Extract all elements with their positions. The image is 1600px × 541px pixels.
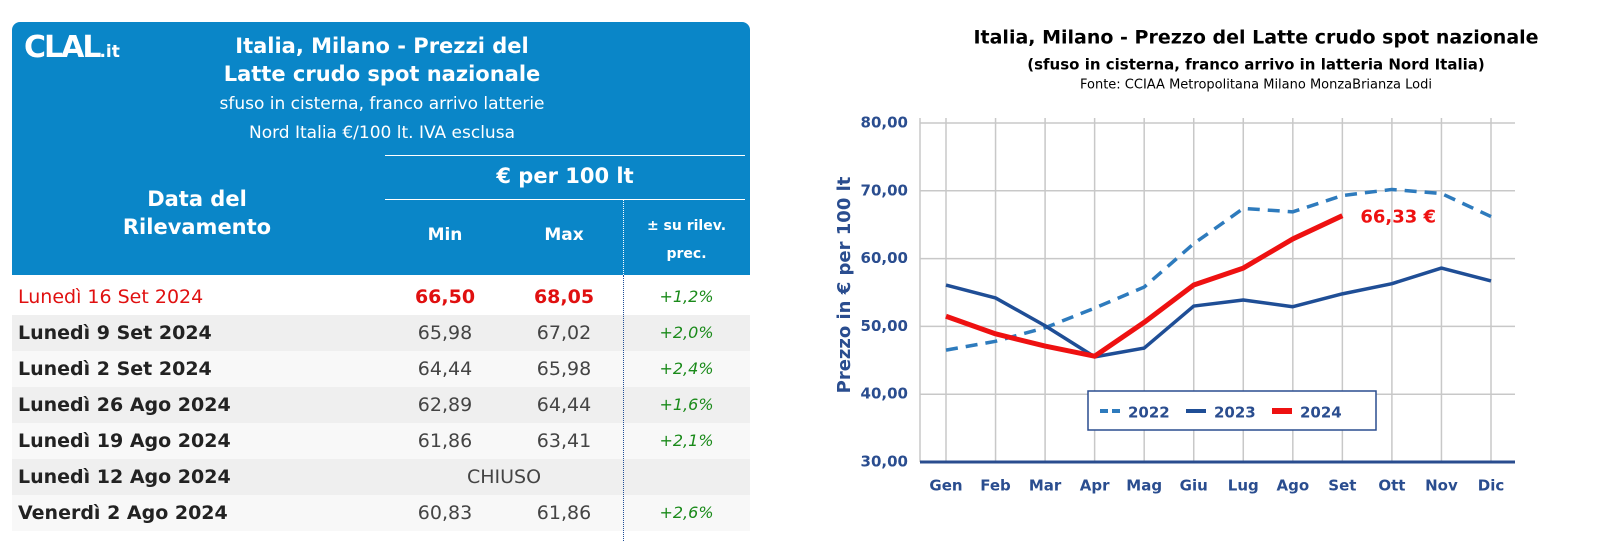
legend-box [1087,390,1377,431]
chart-subtitle: (sfuso in cisterna, franco arrivo in lat… [1027,56,1484,74]
group-header: € per 100 lt [496,164,634,188]
y-tick-label: 30,00 [861,453,908,471]
subtitle-line: Nord Italia €/100 lt. IVA esclusa [249,123,515,143]
x-tick-label: Mag [1126,477,1162,495]
closed-cell: CHIUSO [466,466,542,488]
min-cell: 61,86 [417,430,473,452]
logo: CLAL.it [24,30,120,65]
table-row: Lunedì 9 Set 2024 65,98 67,02 +2,0% [12,315,750,351]
min-cell: 62,89 [417,394,473,416]
chart-title: Italia, Milano - Prezzo del Latte crudo … [973,27,1538,49]
max-cell: 63,41 [536,430,592,452]
change-cell: +2,0% [659,323,714,342]
subtitle-line: sfuso in cisterna, franco arrivo latteri… [219,94,545,114]
legend-label: 2024 [1300,404,1342,422]
table-row: Lunedì 12 Ago 2024 CHIUSO [12,459,750,495]
legend-label: 2022 [1128,404,1170,422]
column-divider [623,275,624,541]
chart-source: Fonte: CCIAA Metropolitana Milano MonzaB… [1080,78,1432,93]
date-cell: Lunedì 16 Set 2024 [18,286,204,308]
y-tick-label: 40,00 [861,385,908,403]
y-tick-label: 80,00 [861,114,908,132]
max-header: Max [544,225,584,245]
x-tick-label: Ago [1276,477,1309,495]
change-cell: +2,6% [659,503,714,522]
series-line [945,266,1492,359]
data-label: 66,33 € [1360,207,1436,228]
date-cell: Lunedì 26 Ago 2024 [18,394,231,416]
table-row: Lunedì 19 Ago 2024 61,86 63,41 +2,1% [12,423,750,459]
series-line [945,187,1492,352]
header-line: Rilevamento [122,215,272,239]
x-tick-label: Nov [1425,477,1458,495]
change-cell: +2,4% [659,359,714,378]
min-header: Min [427,225,463,245]
max-cell: 67,02 [536,322,592,344]
change-cell: +2,1% [659,431,714,450]
max-cell: 64,44 [536,394,592,416]
min-cell: 65,98 [417,322,473,344]
title-line: Latte crudo spot nazionale [223,62,541,86]
x-tick-label: Apr [1080,477,1110,495]
date-cell: Lunedì 12 Ago 2024 [18,466,231,488]
table-row: Lunedì 26 Ago 2024 62,89 64,44 +1,6% [12,387,750,423]
x-tick-label: Ott [1378,477,1405,495]
logo-suffix: .it [99,42,120,62]
change-cell: +1,6% [659,395,714,414]
min-cell: 66,50 [414,286,476,308]
date-cell: Venerdì 2 Ago 2024 [18,502,228,524]
table-row: Venerdì 2 Ago 2024 60,83 61,86 +2,6% [12,495,750,531]
change-cell: +1,2% [659,287,714,306]
title-line: Italia, Milano - Prezzi del [235,34,529,58]
subtitle: sfuso in cisterna, franco arrivo latteri… [142,90,622,148]
y-tick-label: 70,00 [861,181,908,199]
x-tick-label: Set [1328,477,1356,495]
x-tick-label: Giu [1180,477,1208,495]
table-row: Lunedì 2 Set 2024 64,44 65,98 +2,4% [12,351,750,387]
table-header: CLAL.it Italia, Milano - Prezzi del Latt… [12,22,750,275]
x-tick-label: Lug [1228,477,1259,495]
table-body: Lunedì 16 Set 2024 66,50 68,05 +1,2% Lunedì … [12,279,750,541]
table-row: Lunedì 16 Set 2024 66,50 68,05 +1,2% [12,279,750,315]
x-tick-label: Mar [1029,477,1062,495]
header-line: prec. [666,246,707,262]
date-cell: Lunedì 2 Set 2024 [18,358,212,380]
rule [385,155,745,156]
min-cell: 60,83 [417,502,473,524]
max-cell: 65,98 [536,358,592,380]
x-tick-label: Dic [1478,477,1504,495]
date-header: Data del Rilevamento [12,185,382,241]
rule [623,199,624,275]
y-axis-label: Prezzo in € per 100 lt [834,176,855,393]
change-header: ± su rilev. prec. [623,212,750,268]
x-tick-label: Feb [980,477,1011,495]
rule [385,199,745,200]
header-line: ± su rilev. [646,218,727,234]
max-cell: 61,86 [536,502,592,524]
y-tick-label: 60,00 [861,249,908,267]
x-tick-label: Gen [929,477,962,495]
series-line [945,213,1344,359]
max-cell: 68,05 [533,286,595,308]
min-cell: 64,44 [417,358,473,380]
title: Italia, Milano - Prezzi del Latte crudo … [142,32,622,88]
date-cell: Lunedì 9 Set 2024 [18,322,212,344]
header-line: Data del [147,187,247,211]
date-cell: Lunedì 19 Ago 2024 [18,430,231,452]
y-tick-label: 50,00 [861,317,908,335]
legend-label: 2023 [1214,404,1256,422]
logo-text: CLAL [24,30,101,65]
